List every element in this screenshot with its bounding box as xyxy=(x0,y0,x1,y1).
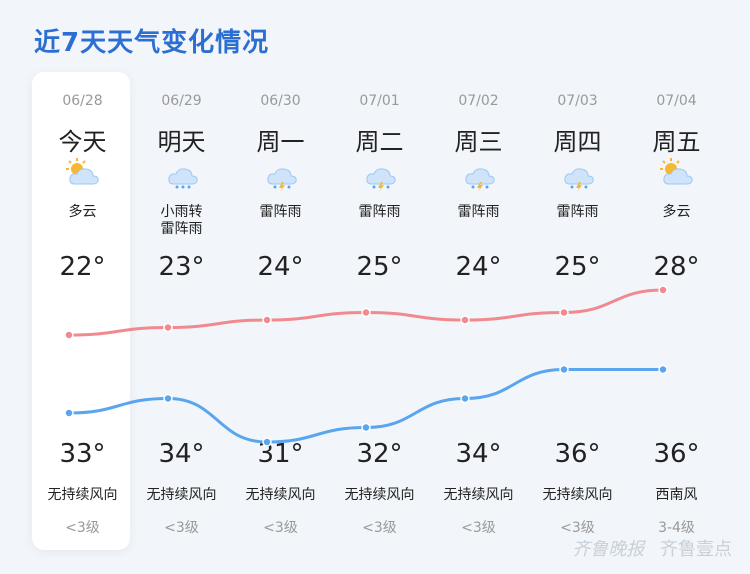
lower-temperature: 33° xyxy=(59,439,106,469)
forecast-date: 07/04 xyxy=(656,93,697,109)
forecast-date: 06/29 xyxy=(161,93,202,109)
high-temperature-point xyxy=(460,315,470,325)
high-temperature-point xyxy=(163,322,173,333)
day-column: 07/04 周五多云 28° 36° 西南风 3-4级 xyxy=(627,0,726,574)
weekday-label: 周一 xyxy=(256,128,305,156)
high-temperature-point xyxy=(361,307,371,318)
low-temperature-point xyxy=(163,393,173,404)
weather-condition: 小雨转 雷阵雨 xyxy=(160,204,203,237)
weekday-label: 今天 xyxy=(58,128,107,156)
wind-direction: 无持续风向 xyxy=(542,487,613,503)
watermark-app: 齐鲁壹点 xyxy=(660,539,732,560)
weather-condition: 多云 xyxy=(68,204,97,220)
forecast-date: 06/30 xyxy=(260,93,301,109)
weekday-label: 周五 xyxy=(652,128,701,156)
today-highlight-card[interactable] xyxy=(32,72,130,550)
low-temperature-point xyxy=(64,408,74,418)
upper-temperature: 24° xyxy=(257,252,304,282)
lower-temperature: 36° xyxy=(653,439,700,469)
weather-condition: 雷阵雨 xyxy=(457,204,500,220)
day-column: 06/29 明天小雨转 雷阵雨 23° 34° 无持续风向 <3级 xyxy=(132,0,231,574)
wind-direction: 无持续风向 xyxy=(344,487,415,503)
lower-temperature: 32° xyxy=(356,439,403,469)
weekday-label: 周四 xyxy=(553,128,602,156)
thunderstorm-icon xyxy=(561,158,595,192)
wind-level: <3级 xyxy=(263,520,298,536)
weather-condition: 多云 xyxy=(662,204,691,220)
wind-level: 3-4级 xyxy=(658,520,695,536)
forecast-date: 07/02 xyxy=(458,93,499,109)
weekday-label: 明天 xyxy=(157,128,206,156)
watermark-brand: 齐鲁晚报 xyxy=(572,539,645,560)
day-column: 07/01 周二雷阵雨 25° 32° 无持续风向 <3级 xyxy=(330,0,429,574)
forecast-date: 07/03 xyxy=(557,93,598,109)
upper-temperature: 25° xyxy=(356,252,403,282)
lower-temperature: 36° xyxy=(554,439,601,469)
upper-temperature: 24° xyxy=(455,252,502,282)
forecast-date: 06/28 xyxy=(62,93,103,109)
day-column: 06/28 今天多云 22° 33° 无持续风向 <3级 xyxy=(33,0,132,574)
high-temperature-point xyxy=(559,307,569,318)
weather-condition: 雷阵雨 xyxy=(556,204,599,220)
upper-temperature: 25° xyxy=(554,252,601,282)
weekday-label: 周二 xyxy=(355,128,404,156)
low-temperature-point xyxy=(559,364,569,375)
weather-condition: 雷阵雨 xyxy=(358,204,401,220)
lower-temperature: 34° xyxy=(158,439,205,469)
day-column: 07/03 周四雷阵雨 25° 36° 无持续风向 <3级 xyxy=(528,0,627,574)
thunderstorm-icon xyxy=(264,158,298,192)
low-temperature-point xyxy=(658,364,668,375)
upper-temperature: 28° xyxy=(653,252,700,282)
high-temperature-point xyxy=(64,330,74,340)
low-temperature-point xyxy=(262,437,272,447)
day-column: 06/30 周一 雷阵雨 24° 31° 无持续风向 <3级 xyxy=(231,0,330,574)
high-temperature-point xyxy=(262,315,272,325)
wind-direction: 无持续风向 xyxy=(47,487,118,503)
wind-level: <3级 xyxy=(461,520,496,536)
page-title: 近7天天气变化情况 xyxy=(34,28,270,58)
watermark: 齐鲁晚报 齐鲁壹点 xyxy=(572,535,732,561)
weather-condition: 雷阵雨 xyxy=(259,204,302,220)
thunderstorm-icon xyxy=(363,158,397,192)
partly-cloudy-icon xyxy=(65,158,100,188)
partly-cloudy-icon xyxy=(659,158,694,188)
low-temperature-point xyxy=(361,422,371,433)
wind-direction: 西南风 xyxy=(655,487,698,503)
wind-direction: 无持续风向 xyxy=(245,487,316,503)
wind-level: <3级 xyxy=(164,520,199,536)
high-temperature-point xyxy=(658,285,668,295)
wind-level: <3级 xyxy=(560,520,595,536)
upper-temperature: 22° xyxy=(59,252,106,282)
wind-level: <3级 xyxy=(362,520,397,536)
wind-direction: 无持续风向 xyxy=(443,487,514,503)
weekday-label: 周三 xyxy=(454,128,503,156)
day-column: 07/02 周三雷阵雨 24° 34° 无持续风向 <3级 xyxy=(429,0,528,574)
rain-icon xyxy=(165,158,199,189)
upper-temperature: 23° xyxy=(158,252,205,282)
wind-direction: 无持续风向 xyxy=(146,487,217,503)
low-temperature-point xyxy=(460,393,470,404)
wind-level: <3级 xyxy=(65,520,100,536)
forecast-date: 07/01 xyxy=(359,93,400,109)
lower-temperature: 34° xyxy=(455,439,502,469)
thunderstorm-icon xyxy=(462,158,496,192)
